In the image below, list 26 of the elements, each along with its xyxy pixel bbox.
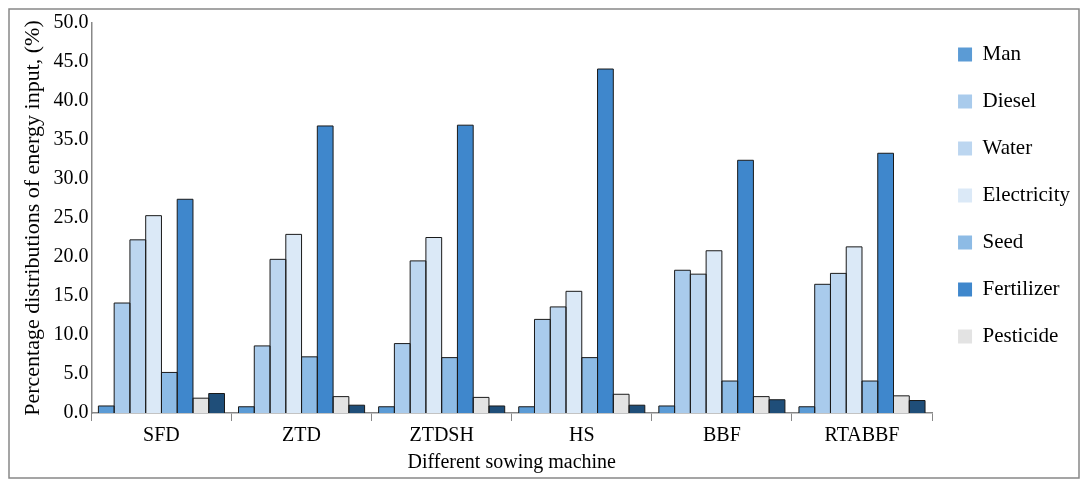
y-tick-label: 35.0 bbox=[53, 127, 89, 150]
legend-label: Seed bbox=[982, 229, 1024, 254]
legend-label: Fertilizer bbox=[982, 276, 1060, 301]
y-tick-label: 25.0 bbox=[53, 205, 89, 228]
x-tick-label: HS bbox=[568, 423, 595, 446]
y-tick-label: 20.0 bbox=[53, 244, 89, 267]
x-tick-label: ZTDSH bbox=[409, 423, 474, 446]
y-tick-label: 0.0 bbox=[63, 400, 89, 423]
x-tick-label: ZTD bbox=[282, 423, 322, 446]
legend-label: Man bbox=[982, 41, 1022, 66]
y-tick-label: 15.0 bbox=[53, 283, 89, 306]
y-tick-label: 10.0 bbox=[53, 322, 89, 345]
y-tick-label: 40.0 bbox=[53, 88, 89, 111]
legend-label: Electricity bbox=[982, 182, 1071, 207]
y-tick-label: 45.0 bbox=[53, 49, 89, 72]
legend-label: Diesel bbox=[982, 88, 1037, 113]
y-tick-label: 30.0 bbox=[53, 166, 89, 189]
legend-label: Pesticide bbox=[982, 323, 1059, 348]
y-tick-label: 50.0 bbox=[53, 10, 89, 33]
y-tick-label: 5.0 bbox=[63, 361, 89, 384]
y-axis-title: Percentage distributions of energy input, (%) bbox=[18, 20, 44, 416]
x-tick-label: BBF bbox=[702, 423, 741, 446]
x-axis-title: Different sowing machine bbox=[407, 450, 617, 474]
x-tick-label: RTABBF bbox=[824, 423, 900, 446]
x-tick-label: SFD bbox=[143, 423, 180, 446]
legend-label: Water bbox=[982, 135, 1033, 160]
